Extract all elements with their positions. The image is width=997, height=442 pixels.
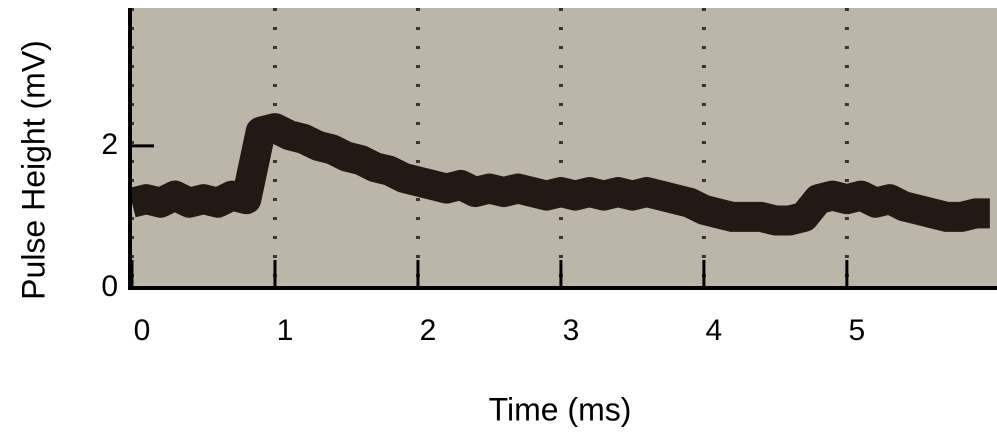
y-axis-label: Pulse Height (mV) (15, 40, 51, 300)
trace (128, 113, 991, 236)
x-tick-label: 4 (706, 314, 723, 347)
y-tick-label: 0 (101, 270, 118, 303)
x-tick-label: 3 (563, 314, 580, 347)
plot-background (132, 8, 997, 290)
x-axis-label: Time (ms) (489, 391, 632, 427)
x-tick-label: 5 (849, 314, 866, 347)
y-tick-label: 2 (101, 128, 118, 161)
x-tick-label: 2 (420, 314, 437, 347)
x-tick-label: 1 (277, 314, 294, 347)
x-tick-label: 0 (134, 314, 151, 347)
